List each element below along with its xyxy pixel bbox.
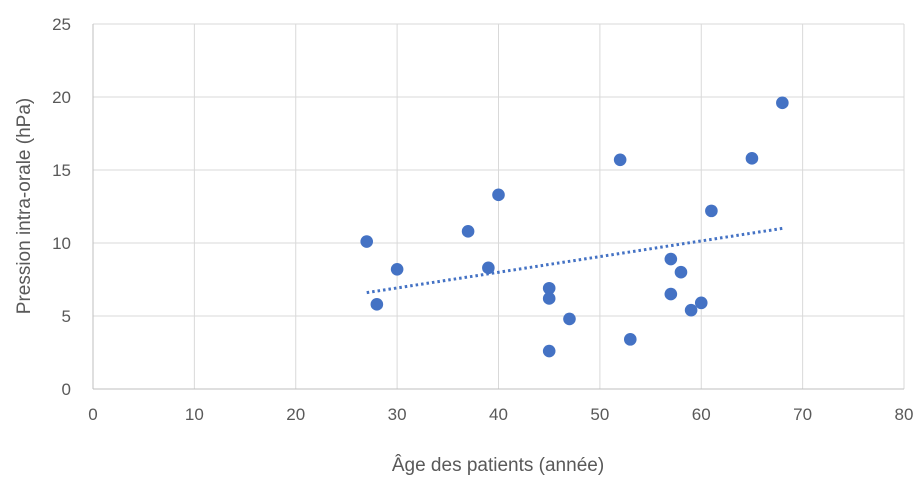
data-point [613,153,627,167]
x-tick-label: 40 [489,405,508,424]
x-tick-label: 80 [895,405,914,424]
y-tick-label: 0 [62,380,71,399]
data-point [623,333,637,346]
data-point [776,96,789,110]
axes [92,24,904,390]
y-tick-label: 15 [52,161,71,180]
x-tick-label: 20 [286,405,305,424]
data-point [664,287,678,301]
data-point [684,303,698,317]
y-tick-label: 25 [52,15,71,34]
data-point [705,204,718,218]
data-point [694,296,708,310]
y-tick-label: 10 [52,234,71,253]
tick-labels: 0 10 20 30 40 50 60 70 80 0 5 10 15 20 25 [52,15,913,424]
gridlines [93,23,905,389]
y-tick-label: 5 [62,307,71,326]
data-point [492,188,505,202]
data-point [370,298,384,311]
x-tick-label: 0 [88,405,97,424]
data-point [542,292,556,305]
data-points [360,96,789,358]
x-tick-label: 10 [185,405,204,424]
x-tick-label: 30 [388,405,407,424]
trendline [366,226,783,295]
data-point [674,265,688,279]
x-tick-label: 50 [590,405,609,424]
data-point [745,152,759,165]
x-tick-label: 70 [793,405,812,424]
data-point [542,344,556,358]
trendline-layer [366,226,783,295]
y-axis-title: Pression intra-orale (hPa) [14,98,35,314]
x-axis-title: Âge des patients (année) [392,454,604,476]
y-tick-label: 20 [52,88,71,107]
data-point [390,262,404,276]
data-point [664,252,678,266]
data-point [482,261,495,275]
data-point [360,235,374,248]
data-point [542,281,556,295]
data-point [563,312,576,326]
x-tick-label: 60 [692,405,711,424]
data-point [461,225,475,238]
